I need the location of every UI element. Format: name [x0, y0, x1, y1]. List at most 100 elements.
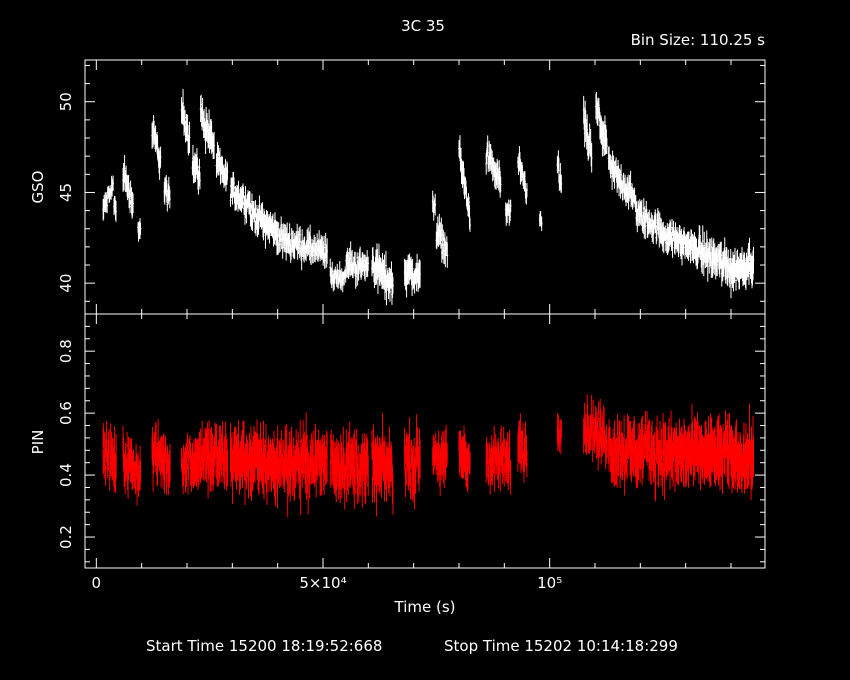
gso-point [434, 193, 437, 216]
gso-point [526, 183, 528, 198]
gso-point [184, 110, 186, 125]
gso-point [159, 146, 162, 168]
gso-point [654, 213, 657, 233]
pin-point [606, 437, 609, 458]
y-tick-label: 0.4 [57, 463, 75, 487]
pin-point [446, 442, 449, 466]
pin-point [469, 451, 471, 474]
gso-point [132, 193, 134, 214]
y-tick-label: 40 [57, 274, 75, 293]
pin-point [560, 420, 563, 439]
pin-point [419, 438, 421, 479]
gso-point [199, 172, 201, 190]
y-tick-label: 45 [57, 183, 75, 202]
pin-point [241, 462, 244, 488]
gso-point [748, 262, 750, 285]
pin-point [597, 401, 600, 423]
pin-frame [84, 313, 766, 569]
pin-point [727, 413, 729, 462]
plot-title: 3C 35 [401, 17, 445, 35]
gso-point [469, 218, 471, 232]
pin-panel: 0.2 0.4 0.6 0.8 PIN [29, 313, 766, 569]
pin-y-label: PIN [29, 430, 47, 455]
pin-point [408, 417, 411, 473]
pin-point [155, 422, 157, 446]
gso-point [340, 280, 343, 291]
pin-point [139, 460, 142, 483]
stop-time-label: Stop Time 15202 10:14:18:299 [444, 637, 678, 655]
gso-series [102, 88, 755, 306]
y-tick-label: 0.8 [57, 339, 75, 363]
pin-point [299, 461, 302, 516]
gso-point [326, 238, 329, 264]
gso-point [233, 177, 235, 189]
gso-point [188, 121, 191, 154]
x-tick-label: 10⁵ [537, 574, 562, 592]
gso-point [106, 197, 109, 214]
gso-point [606, 138, 608, 154]
x-tick-labels: 0 5×10⁴ 10⁵ [92, 574, 563, 592]
gso-point [590, 143, 593, 173]
pin-point [169, 443, 171, 483]
pin-point [299, 420, 302, 463]
gso-point [129, 199, 131, 213]
gso-point [392, 277, 394, 294]
gso-y-label: GSO [29, 171, 47, 204]
pin-point [752, 435, 755, 478]
gso-point [226, 163, 229, 181]
pin-point [115, 433, 118, 479]
x-tick-label: 0 [92, 574, 102, 592]
gso-axes: 40 45 50 [57, 59, 766, 315]
gso-point [560, 174, 563, 193]
gso-point [540, 216, 543, 232]
gso-point [367, 256, 370, 271]
pin-point [355, 428, 358, 466]
x-tick-label: 5×10⁴ [299, 574, 346, 592]
y-tick-label: 0.2 [57, 525, 75, 549]
pin-point [503, 461, 506, 487]
gso-point [254, 200, 257, 218]
pin-point [409, 473, 412, 500]
pin-point [186, 433, 189, 458]
pin-point [618, 421, 621, 452]
gso-point [115, 200, 117, 222]
gso-point [213, 131, 215, 160]
gso-point [112, 175, 115, 192]
gso-point [224, 159, 227, 176]
x-axis-label: Time (s) [394, 598, 456, 616]
gso-point [288, 223, 291, 247]
pin-point [392, 473, 394, 515]
gso-frame [84, 59, 766, 315]
pin-point [526, 450, 528, 478]
pin-axes: 0.2 0.4 0.6 0.8 [57, 313, 766, 569]
pin-point [416, 426, 419, 458]
gso-point [509, 199, 512, 213]
gso-point [242, 186, 245, 199]
gso-point [752, 246, 755, 274]
gso-point [299, 225, 302, 244]
pin-point [108, 428, 111, 456]
pin-point [367, 455, 370, 496]
gso-point [499, 176, 502, 193]
pin-point [326, 432, 329, 483]
pin-point [221, 421, 224, 461]
pin-series [102, 394, 755, 518]
gso-point [139, 222, 142, 235]
pin-point [164, 437, 167, 463]
start-time-label: Start Time 15200 18:19:52:668 [146, 637, 382, 655]
pin-point [226, 450, 229, 487]
pin-point [354, 471, 357, 494]
y-tick-label: 50 [57, 92, 75, 111]
pin-point [661, 463, 664, 496]
gso-point [446, 243, 449, 268]
gso-point [419, 260, 421, 288]
gso-point [229, 193, 232, 207]
pin-point [522, 422, 524, 448]
pin-point [508, 430, 511, 469]
pin-point [654, 462, 657, 502]
gso-panel: 40 45 50 GSO [29, 59, 766, 315]
pin-point [126, 431, 128, 459]
pin-point [509, 459, 512, 495]
gso-point [168, 189, 171, 209]
